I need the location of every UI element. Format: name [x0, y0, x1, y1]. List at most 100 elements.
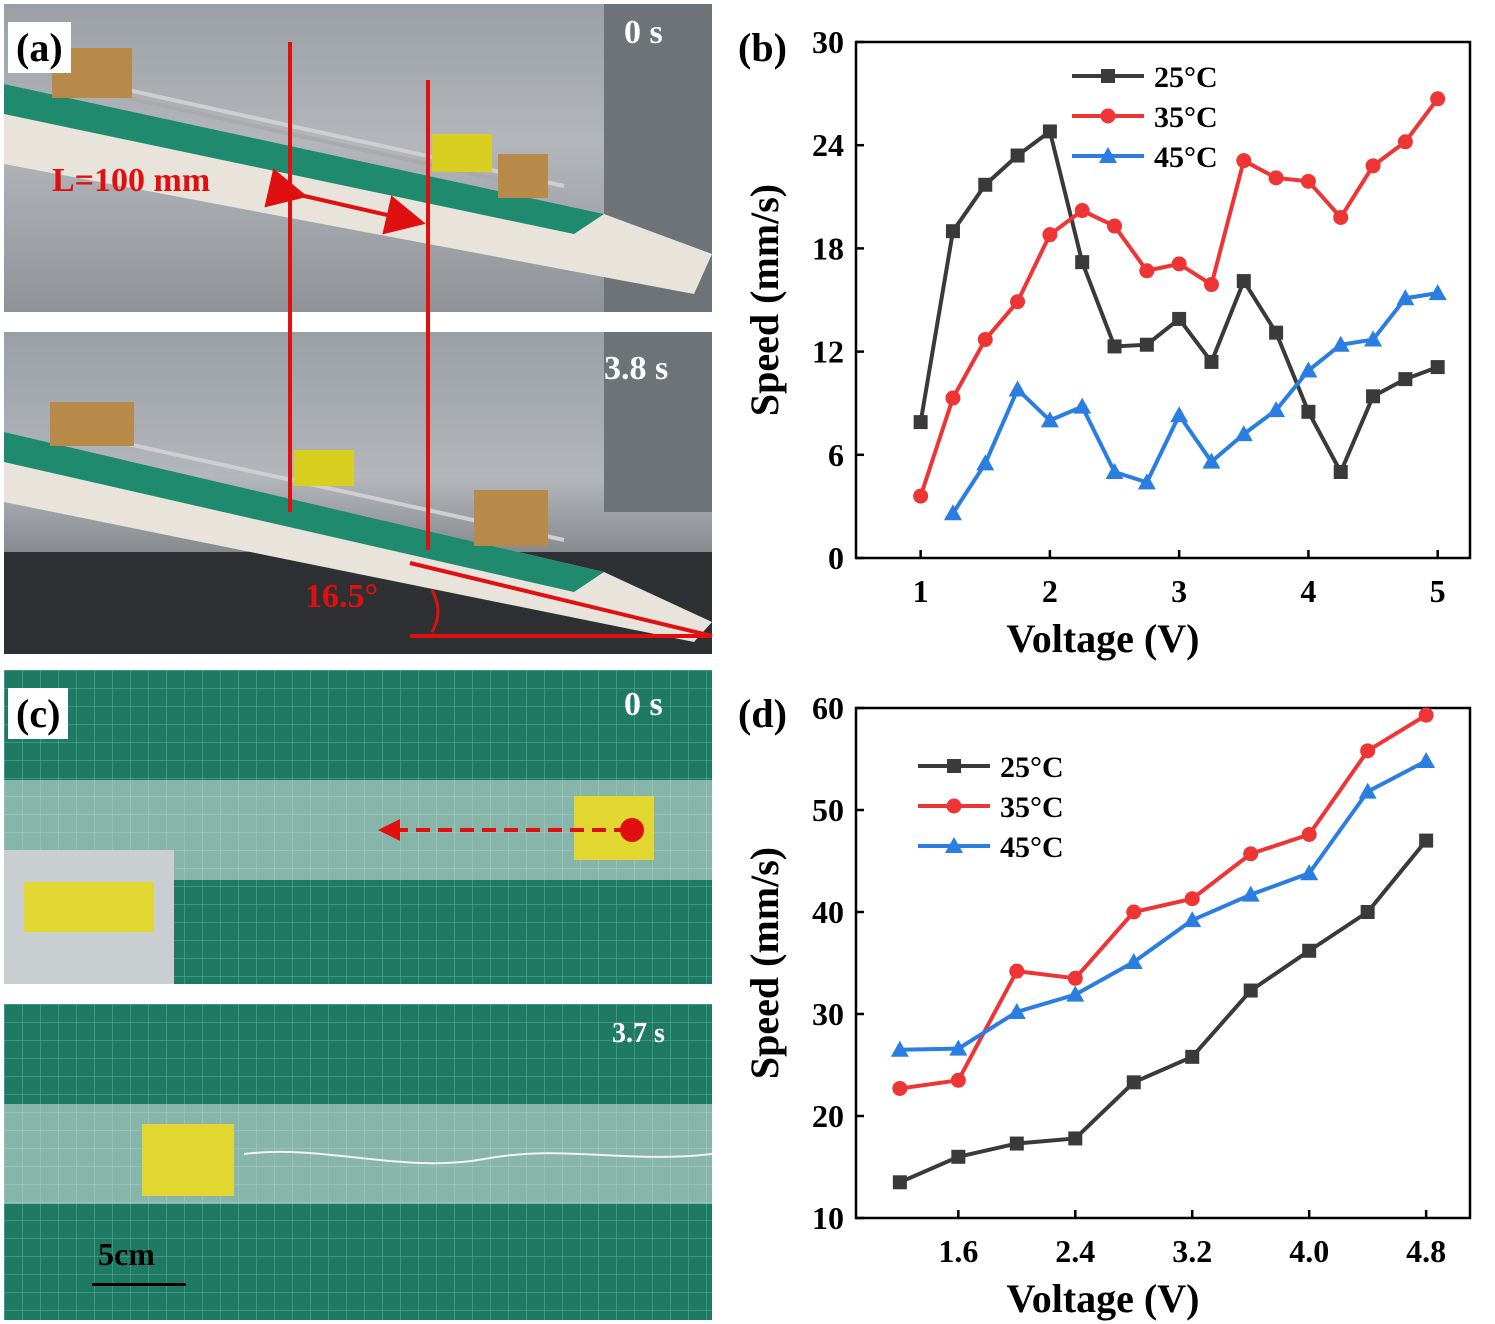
- chart-b-series-2-point: [1040, 411, 1059, 428]
- chart-d-xtick-label: 4.8: [1406, 1233, 1446, 1269]
- panel-d-letter: (d): [738, 691, 787, 736]
- panel-a-time-top: 0 s: [624, 14, 663, 51]
- chart-d-series-1-line: [899, 713, 1428, 1091]
- chart-d-legend-marker: [947, 759, 961, 773]
- chart-b-series-1-point: [1171, 256, 1187, 272]
- chart-b-series-1-point: [913, 488, 929, 504]
- chart-d-series-1-point: [950, 1072, 966, 1088]
- chart-d-series-0-line: [899, 839, 1428, 1185]
- chart-b-series-0-point: [1366, 389, 1381, 404]
- scale-bar: [92, 1283, 186, 1286]
- chart-b-series-1-point: [1107, 218, 1123, 234]
- chart-b-series-2-point: [1299, 361, 1318, 378]
- chart-b-series-0-point: [1042, 124, 1057, 139]
- scale-label: 5cm: [98, 1236, 155, 1272]
- chart-b-xtick-label: 3: [1171, 573, 1187, 609]
- chart-d-series-0-point: [1243, 983, 1258, 998]
- chart-d-series-2-point: [1300, 864, 1319, 881]
- chart-b-series-0-point: [1010, 148, 1025, 163]
- chart-d-series-1-point: [1243, 846, 1259, 862]
- chart-b-series-1-point: [1268, 170, 1284, 186]
- chart-b-series-1-point: [977, 332, 993, 348]
- chart-d-series-2-point: [1007, 1002, 1026, 1019]
- chart-b-series-2-point: [1331, 335, 1350, 352]
- chart-b-ytick-label: 30: [812, 24, 844, 60]
- chart-b-series-2-point: [1008, 380, 1027, 397]
- chart-b-series-2-point: [976, 454, 995, 471]
- chart-b-frame: [854, 40, 1472, 560]
- chart-b-series-1-point: [1430, 91, 1446, 107]
- chart-b-series-0-point: [1333, 465, 1348, 479]
- panel-a-time-bottom: 3.8 s: [604, 350, 669, 387]
- photo-a-bottom-scene: [4, 332, 712, 654]
- chart-b-series-1-point: [1300, 173, 1316, 189]
- chart-b-series-0-point: [1172, 311, 1187, 326]
- chart-b-series-0-point: [1269, 325, 1284, 340]
- chart-b-legend-marker: [1099, 147, 1117, 163]
- chart-b-series-2-point: [1428, 284, 1447, 301]
- chart-d-series-1-point: [1418, 707, 1434, 723]
- panel-c-time-top: 0 s: [624, 686, 663, 723]
- chart-b-series-2-line: [951, 291, 1438, 515]
- chart-b-ytick-label: 6: [828, 437, 844, 473]
- chart-d-frame: [854, 706, 1472, 1220]
- angle-label: 16.5°: [305, 578, 379, 615]
- length-label: L=100 mm: [52, 162, 211, 199]
- chart-b-series-0-point: [913, 415, 928, 430]
- chart-d-series-1-point: [1126, 904, 1142, 920]
- chart-b-xtick-label: 4: [1300, 573, 1316, 609]
- chart-d-series-2-line: [899, 759, 1428, 1052]
- chart-b-ytick-label: 18: [812, 230, 844, 266]
- chart-d-series-1-point: [1009, 963, 1025, 979]
- panel-b-letter: (b): [738, 25, 787, 70]
- chart-b-series-1-point: [945, 390, 961, 406]
- chart-d-ytick-label: 50: [812, 792, 844, 828]
- chart-d-ytick-label: 20: [812, 1098, 844, 1134]
- chart-b-ytick-label: 12: [812, 334, 844, 370]
- chart-b-xtick-label: 5: [1430, 573, 1446, 609]
- chart-b-legend-label: 35°C: [1154, 101, 1218, 134]
- chart-d-ytick-label: 60: [812, 690, 844, 726]
- chart-d-ytick-label: 30: [812, 996, 844, 1032]
- chart-d-legend-label: 25°C: [1000, 751, 1064, 784]
- chart-b-legend-label: 25°C: [1154, 61, 1218, 94]
- chart-b-series-2-point: [1267, 401, 1286, 418]
- chart-b-series-1-point: [1236, 153, 1252, 169]
- chart-d-series-2-point: [1241, 885, 1260, 902]
- chart-b-xtick-label: 2: [1042, 573, 1058, 609]
- chart-d-xlabel: Voltage (V): [1007, 1276, 1200, 1321]
- chart-d-series-0-point: [892, 1175, 907, 1190]
- chart-b-series-0-point: [1075, 255, 1090, 270]
- chart-b-series-1-point: [1042, 227, 1058, 243]
- chart-b-series-2-point: [1396, 289, 1415, 306]
- chart-d-series-0-point: [1126, 1075, 1141, 1090]
- chart-b-series-1-point: [1397, 134, 1413, 150]
- chart-d-series-1-point: [1360, 743, 1376, 759]
- chart-b-xlabel: Voltage (V): [1007, 616, 1200, 661]
- chart-b-series-2-point: [943, 504, 962, 521]
- chart-d-series-2-point: [1124, 952, 1143, 969]
- chart-b-series-2-point: [1105, 463, 1124, 479]
- photo-a-bottom: [4, 332, 712, 654]
- angle-arc: [430, 589, 440, 633]
- panel-c-time-bottom: 3.7 s: [612, 1018, 665, 1049]
- chart-d-series-1-point: [1067, 970, 1083, 986]
- chart-d-legend-label: 45°C: [1000, 831, 1064, 864]
- panel-c-letter: (c): [8, 688, 69, 739]
- chart-b-series-2-point: [1202, 452, 1221, 469]
- chart-d-legend-label: 35°C: [1000, 791, 1064, 824]
- chart-b-ytick-label: 0: [828, 540, 844, 576]
- chart-d-series-1-point: [892, 1080, 908, 1096]
- chart-d-series-1-point: [1184, 891, 1200, 907]
- chart-b-series-2-point: [1234, 425, 1253, 442]
- chart-d-xtick-label: 3.2: [1172, 1233, 1212, 1269]
- chart-b-series-1-point: [1333, 209, 1349, 225]
- chart-b-series-1-point: [1010, 294, 1026, 310]
- chart-b-series-0-point: [945, 224, 960, 239]
- photo-c-bottom-scene: [4, 1004, 712, 1320]
- chart-b-series-2-point: [1170, 406, 1189, 423]
- chart-d-series-2-point: [890, 1040, 909, 1057]
- chart-d-series-1-point: [1301, 826, 1317, 842]
